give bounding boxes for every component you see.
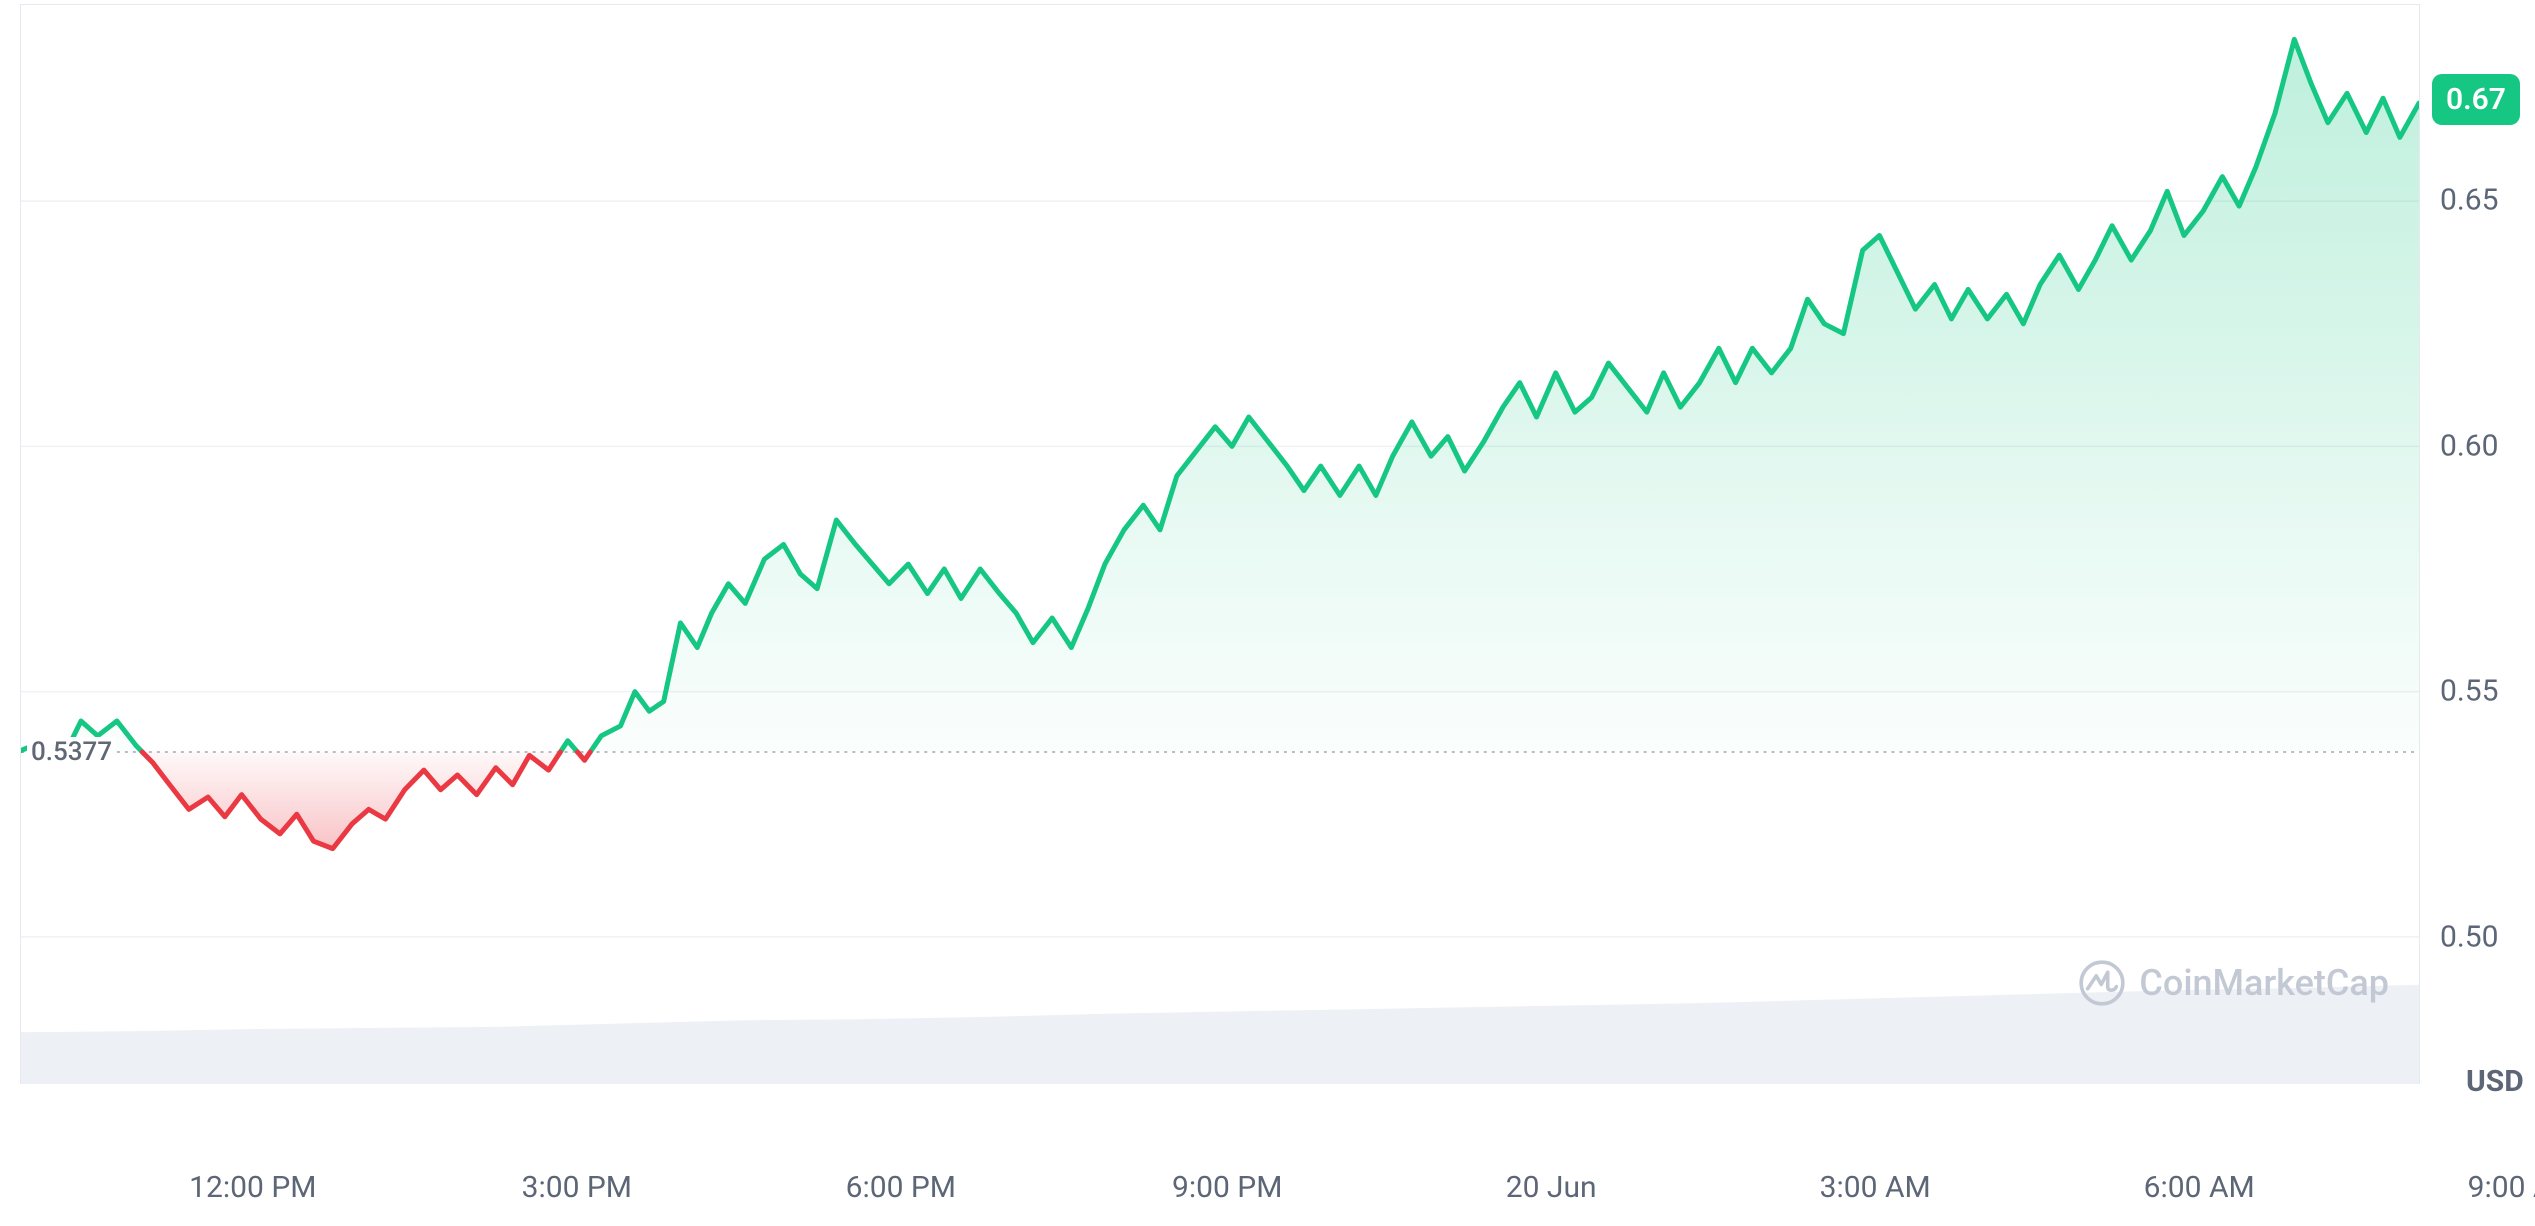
y-axis-unit: USD bbox=[2466, 1064, 2524, 1099]
x-tick-label: 6:00 PM bbox=[846, 1170, 956, 1205]
volume-area bbox=[21, 985, 2419, 1084]
baseline-label: 0.5377 bbox=[27, 737, 116, 767]
price-chart: 0.5377 CoinMarketCap 0.67 0.50 0.55 0.60 0.… bbox=[0, 0, 2535, 1226]
x-tick-label: 3:00 PM bbox=[522, 1170, 632, 1205]
x-tick-label: 12:00 PM bbox=[189, 1170, 316, 1205]
area-above-baseline bbox=[21, 39, 2419, 752]
chart-svg bbox=[21, 5, 2419, 1084]
x-tick-label: 20 Jun bbox=[1506, 1170, 1597, 1205]
y-tick-label: 0.60 bbox=[2440, 428, 2499, 463]
x-tick-label: 9:00 AM bbox=[2468, 1170, 2535, 1205]
x-tick-label: 6:00 AM bbox=[2144, 1170, 2255, 1205]
area-below-baseline bbox=[60, 752, 591, 849]
x-tick-label: 3:00 AM bbox=[1820, 1170, 1931, 1205]
y-tick-label: 0.50 bbox=[2440, 919, 2499, 954]
x-tick-label: 9:00 PM bbox=[1172, 1170, 1282, 1205]
plot-area[interactable]: 0.5377 CoinMarketCap bbox=[20, 4, 2420, 1084]
current-price-badge: 0.67 bbox=[2432, 74, 2520, 125]
y-tick-label: 0.65 bbox=[2440, 183, 2499, 218]
current-price-value: 0.67 bbox=[2446, 82, 2506, 117]
y-tick-label: 0.55 bbox=[2440, 674, 2499, 709]
